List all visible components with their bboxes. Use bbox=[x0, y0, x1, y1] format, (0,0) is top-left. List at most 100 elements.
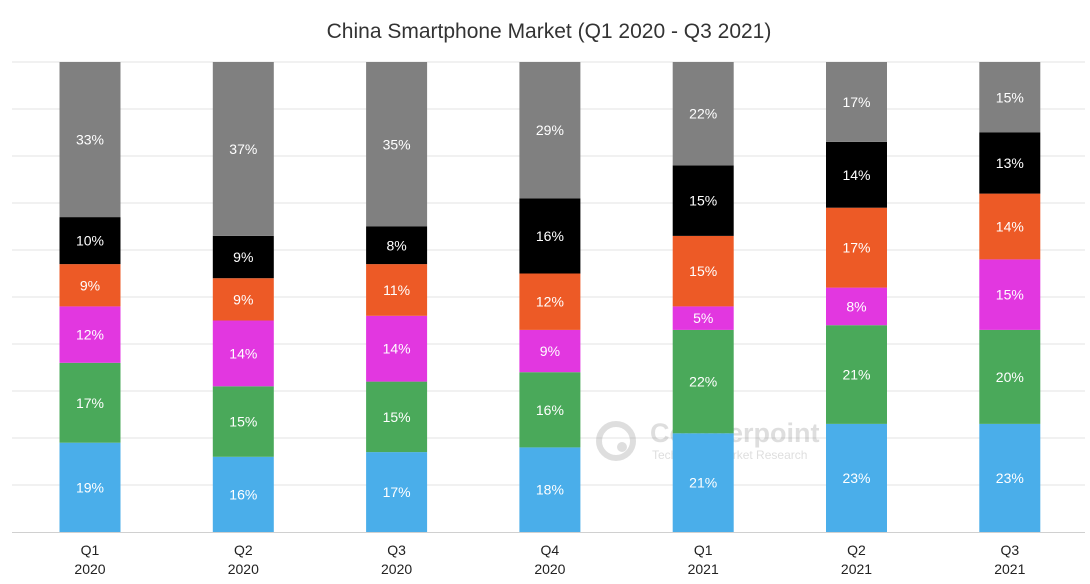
data-label: 12% bbox=[76, 327, 104, 343]
bar-segment-5-4 bbox=[672, 235, 734, 307]
data-label: 23% bbox=[842, 470, 870, 486]
bar-segment-2-5 bbox=[212, 235, 274, 279]
segment-labels: 19% 17% 12% 9% 10% 33% 16% 15% 14% 9% 9% 37% 17% 15% 1… bbox=[76, 89, 1024, 502]
bar-segment-6-6 bbox=[826, 62, 887, 142]
data-label: 37% bbox=[229, 141, 257, 157]
bar-segment-7-2 bbox=[979, 329, 1041, 424]
bar-segment-3-5 bbox=[366, 226, 428, 265]
chart-title: China Smartphone Market (Q1 2020 - Q3 20… bbox=[327, 20, 772, 43]
bar-segment-4-1 bbox=[519, 447, 581, 532]
bar-segment-7-5 bbox=[979, 132, 1041, 194]
data-label: 21% bbox=[689, 475, 717, 491]
data-label: 17% bbox=[842, 94, 870, 110]
data-label: 20% bbox=[996, 369, 1024, 385]
data-label: 11% bbox=[383, 282, 410, 298]
bar-segment-1-5 bbox=[59, 217, 121, 265]
data-label: 10% bbox=[76, 233, 104, 249]
bar-segment-2-1 bbox=[212, 456, 274, 532]
bar-segment-1-6 bbox=[59, 62, 121, 218]
data-label: 14% bbox=[229, 345, 257, 361]
data-label: 14% bbox=[842, 167, 870, 183]
bar-segment-6-2 bbox=[826, 325, 887, 424]
bar-segment-3-3 bbox=[366, 315, 428, 382]
x-tick-label: Q4 bbox=[541, 542, 560, 558]
bar-segment-3-1 bbox=[366, 452, 428, 532]
data-label: 17% bbox=[383, 484, 411, 500]
data-label: 8% bbox=[846, 298, 866, 314]
data-label: 17% bbox=[842, 240, 870, 256]
bar-segment-1-2 bbox=[59, 362, 121, 443]
bar-segment-1-1 bbox=[59, 442, 121, 532]
bar-segment-5-3 bbox=[672, 306, 734, 330]
x-tick-label: Q3 bbox=[387, 542, 406, 558]
data-label: 16% bbox=[229, 486, 257, 502]
bar-segment-5-6 bbox=[672, 62, 734, 166]
data-label: 15% bbox=[229, 414, 257, 430]
data-label: 19% bbox=[76, 479, 104, 495]
x-tick-label: 2021 bbox=[688, 561, 719, 577]
x-tick-label: 2020 bbox=[534, 561, 565, 577]
x-tick-label: 2021 bbox=[841, 561, 872, 577]
data-label: 33% bbox=[76, 132, 104, 148]
data-label: 18% bbox=[536, 482, 564, 498]
bar-segment-3-2 bbox=[366, 381, 428, 453]
data-label: 21% bbox=[842, 367, 870, 383]
bar-segment-3-4 bbox=[366, 264, 428, 316]
data-label: 12% bbox=[536, 294, 564, 310]
bar-segment-2-4 bbox=[212, 278, 274, 321]
counterpoint-logo-icon bbox=[596, 421, 636, 461]
bars bbox=[59, 62, 1041, 532]
bar-segment-4-3 bbox=[519, 329, 581, 373]
data-label: 15% bbox=[689, 193, 717, 209]
x-tick-label: Q1 bbox=[694, 542, 713, 558]
data-label: 22% bbox=[689, 374, 717, 390]
data-label: 14% bbox=[383, 341, 411, 357]
data-label: 15% bbox=[383, 409, 411, 425]
bar-segment-6-3 bbox=[826, 287, 887, 326]
x-tick-label: 2020 bbox=[74, 561, 105, 577]
data-label: 23% bbox=[996, 470, 1024, 486]
x-tick-label: 2020 bbox=[381, 561, 412, 577]
x-tick-label: Q2 bbox=[847, 542, 866, 558]
x-tick-label: Q1 bbox=[81, 542, 100, 558]
bar-segment-6-5 bbox=[826, 141, 887, 208]
bar-segment-7-3 bbox=[979, 259, 1041, 330]
data-label: 13% bbox=[996, 155, 1024, 171]
x-axis: Q1 2020 Q2 2020 Q3 2020 Q4 2020 Q1 2021 Q2 2021 Q3 20… bbox=[12, 532, 1085, 577]
data-label: 9% bbox=[80, 277, 100, 293]
bar-segment-4-2 bbox=[519, 372, 581, 448]
bar-segment-5-2 bbox=[672, 329, 734, 434]
data-label: 14% bbox=[996, 219, 1024, 235]
bar-segment-6-4 bbox=[826, 207, 887, 288]
data-label: 16% bbox=[536, 402, 564, 418]
x-tick-label: 2021 bbox=[994, 561, 1025, 577]
bar-segment-2-2 bbox=[212, 386, 274, 457]
bar-segment-7-6 bbox=[979, 62, 1041, 133]
bar-segment-7-4 bbox=[979, 193, 1041, 260]
bar-segment-4-6 bbox=[519, 62, 581, 199]
bar-segment-2-3 bbox=[212, 320, 274, 387]
data-label: 5% bbox=[693, 310, 713, 326]
bar-segment-6-1 bbox=[826, 423, 887, 532]
bar-segment-4-5 bbox=[519, 198, 581, 274]
data-label: 9% bbox=[540, 343, 560, 359]
bar-segment-4-4 bbox=[519, 273, 581, 330]
bar-segment-7-1 bbox=[979, 423, 1041, 532]
data-label: 15% bbox=[996, 89, 1024, 105]
data-label: 15% bbox=[689, 263, 717, 279]
data-label: 22% bbox=[689, 106, 717, 122]
bar-segment-1-4 bbox=[59, 264, 121, 307]
data-label: 29% bbox=[536, 122, 564, 138]
data-label: 17% bbox=[76, 395, 104, 411]
data-label: 35% bbox=[383, 136, 411, 152]
x-tick-label: 2020 bbox=[228, 561, 259, 577]
bar-segment-2-6 bbox=[212, 62, 274, 236]
data-label: 8% bbox=[386, 237, 406, 253]
data-label: 16% bbox=[536, 228, 564, 244]
x-tick-label: Q3 bbox=[1000, 542, 1019, 558]
x-tick-label: Q2 bbox=[234, 542, 253, 558]
bar-segment-3-6 bbox=[366, 62, 428, 227]
bar-segment-5-5 bbox=[672, 165, 734, 236]
bar-segment-5-1 bbox=[672, 433, 734, 532]
